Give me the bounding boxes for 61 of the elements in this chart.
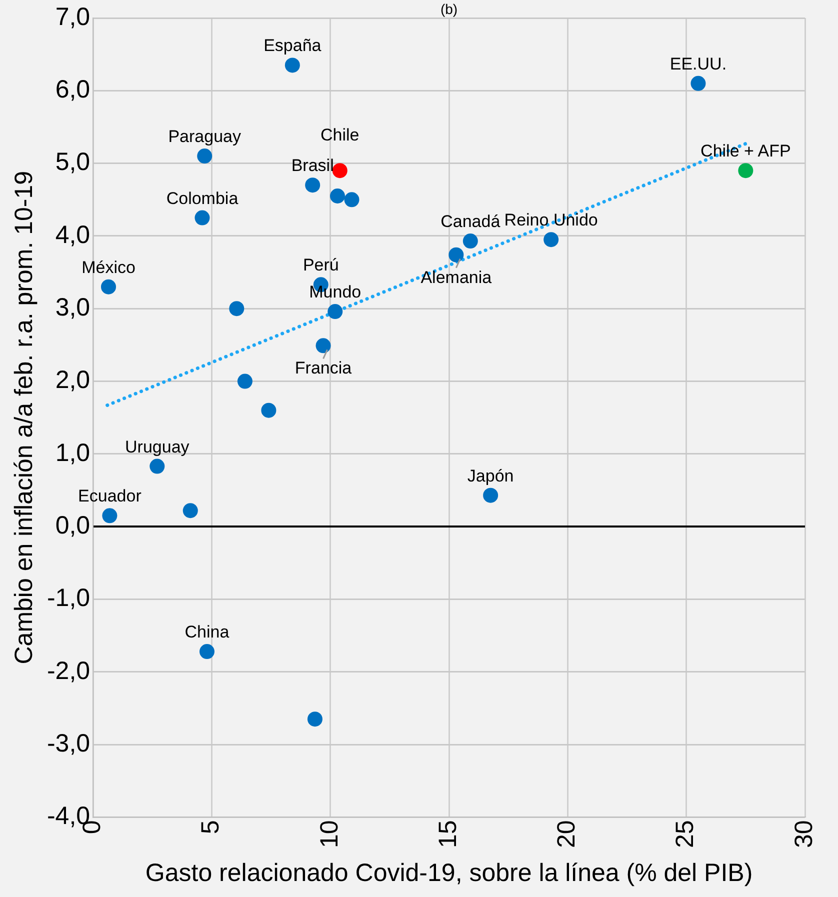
point: [738, 163, 754, 178]
annotation: EE.UU.: [670, 54, 727, 74]
x-axis-title: Gasto relacionado Covid-19, sobre la línea (% del PIB): [145, 858, 753, 887]
point: [261, 402, 276, 418]
point: [182, 503, 198, 518]
point: [150, 458, 165, 474]
y-tick-label: 4,0: [55, 220, 90, 249]
y-tick-label: 5,0: [55, 148, 90, 176]
point: [330, 188, 346, 204]
point: [101, 279, 116, 294]
point: [305, 178, 320, 193]
point: [102, 508, 118, 524]
x-tick-label: 25: [671, 820, 700, 848]
y-tick-label: 2,0: [55, 366, 90, 394]
point: [690, 76, 706, 91]
point: [194, 210, 210, 226]
annotation: Alemania: [420, 268, 492, 287]
x-tick-label: 20: [552, 820, 581, 848]
point: [448, 247, 464, 262]
annotation: Uruguay: [125, 437, 190, 456]
point: [284, 58, 300, 73]
annotation: Brasil: [291, 156, 334, 176]
annotation: Mundo: [309, 282, 362, 302]
y-tick-label: -3,0: [46, 729, 90, 758]
x-tick-label: 30: [790, 820, 818, 848]
point: [483, 488, 498, 503]
annotation: Paraguay: [168, 127, 242, 146]
x-tick-label: 10: [315, 820, 344, 848]
y-tick-label: -2,0: [46, 656, 90, 685]
y-tick-label: 0,0: [55, 511, 90, 540]
y-tick-label: 1,0: [55, 438, 90, 467]
annotation: Chile: [320, 126, 360, 145]
annotation: Perú: [302, 256, 339, 275]
annotation: Francia: [294, 358, 352, 378]
point: [237, 374, 252, 389]
y-tick-label: -1,0: [46, 584, 90, 612]
y-axis-title: Cambio en inflación a/a feb. r.a. prom. 10-19: [10, 170, 38, 664]
point: [307, 712, 322, 727]
point: [316, 338, 331, 354]
point: [199, 644, 214, 660]
point: [462, 234, 478, 249]
annotation: España: [264, 36, 322, 56]
y-tick-label: 3,0: [55, 294, 90, 322]
point: [332, 163, 348, 178]
point: [197, 148, 212, 164]
annotation: Ecuador: [78, 486, 142, 506]
y-tick-label: 7,0: [55, 2, 90, 31]
point: [544, 232, 559, 248]
chart-title: (b): [440, 0, 458, 17]
annotation: China: [184, 622, 230, 642]
annotation: Canadá: [440, 212, 501, 232]
annotation: Japón: [467, 466, 514, 486]
annotation: Colombia: [166, 188, 239, 208]
point: [229, 301, 244, 316]
y-tick-label: 6,0: [55, 76, 90, 104]
annotation: México: [82, 258, 136, 277]
point: [344, 192, 360, 208]
point: [328, 304, 343, 320]
x-tick-label: 15: [434, 820, 462, 848]
x-tick-label: 5: [196, 820, 225, 834]
annotation: Reino Unido: [504, 210, 598, 230]
